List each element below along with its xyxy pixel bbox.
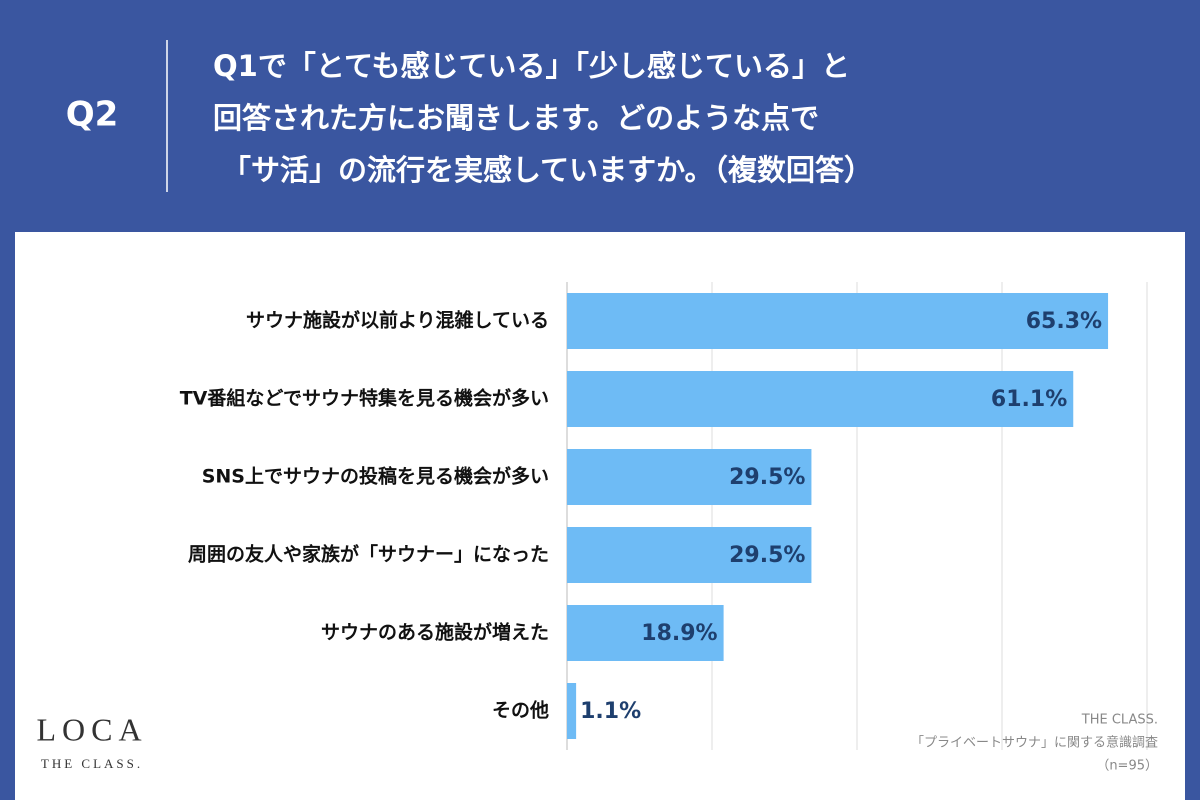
category-label: サウナ施設が以前より混雑している [246, 309, 549, 332]
question-line: 「サ活」の流行を実感していますか。（複数回答） [222, 153, 873, 187]
bar [567, 293, 1109, 349]
value-label: 18.9% [641, 621, 717, 646]
category-label: TV番組などでサウナ特集を見る機会が多い [180, 387, 549, 410]
bar [567, 371, 1074, 427]
logo-sub: THE CLASS. [41, 756, 143, 771]
source: 「プライベートサウナ」に関する意識調査 [911, 735, 1158, 751]
bar [567, 449, 812, 505]
question-line: 回答された方にお聞きします。どのような点で [213, 101, 819, 135]
bar [567, 683, 577, 739]
question-line: Q1で「とても感じている」「少し感じている」と [213, 49, 850, 83]
value-label: 29.5% [729, 465, 805, 490]
category-label: 周囲の友人や家族が「サウナー」になった [188, 543, 549, 566]
value-label: 61.1% [991, 387, 1067, 412]
source: THE CLASS. [1081, 713, 1158, 728]
category-label: その他 [492, 699, 549, 722]
category-label: サウナのある施設が増えた [321, 621, 549, 644]
logo: LOCA [36, 711, 147, 747]
value-label: 1.1% [580, 699, 641, 724]
bar [567, 605, 724, 661]
value-label: 65.3% [1026, 309, 1102, 334]
source: （n=95） [1096, 759, 1158, 774]
question-number: Q2 [66, 95, 119, 135]
value-label: 29.5% [729, 543, 805, 568]
bar [567, 527, 812, 583]
category-label: SNS上でサウナの投稿を見る機会が多い [202, 465, 549, 488]
